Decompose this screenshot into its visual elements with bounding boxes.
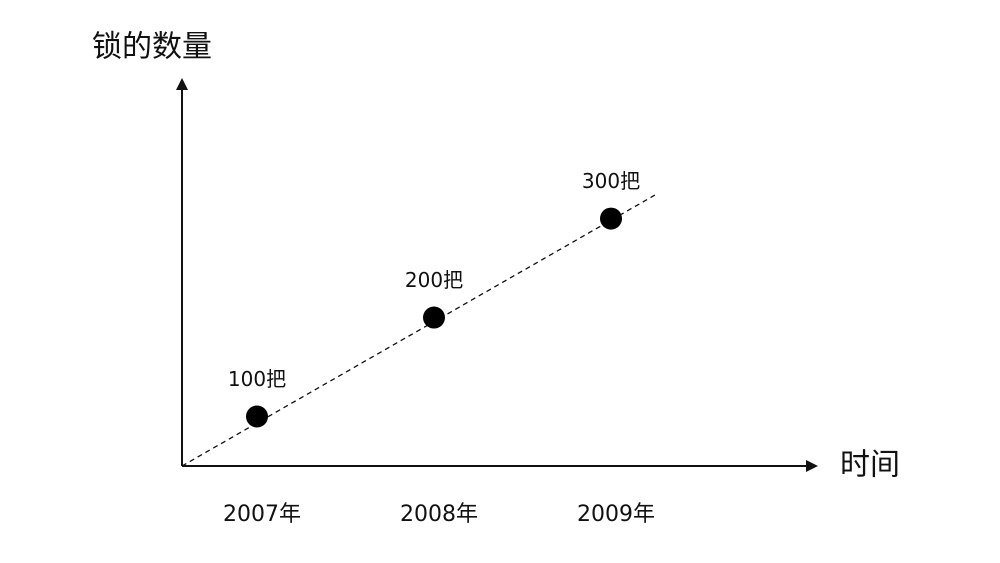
x-tick-label: 2008年 [400, 502, 478, 527]
y-axis-label: 锁的数量 [92, 30, 212, 65]
x-tick-label: 2009年 [577, 502, 655, 527]
data-label: 300把 [582, 169, 640, 193]
x-tick-label: 2007年 [223, 502, 301, 527]
data-label: 200把 [405, 268, 463, 292]
data-point [246, 405, 268, 428]
data-point [423, 306, 445, 329]
data-point [600, 207, 622, 230]
x-axis-label: 时间 [840, 448, 900, 483]
data-label: 100把 [228, 367, 286, 391]
